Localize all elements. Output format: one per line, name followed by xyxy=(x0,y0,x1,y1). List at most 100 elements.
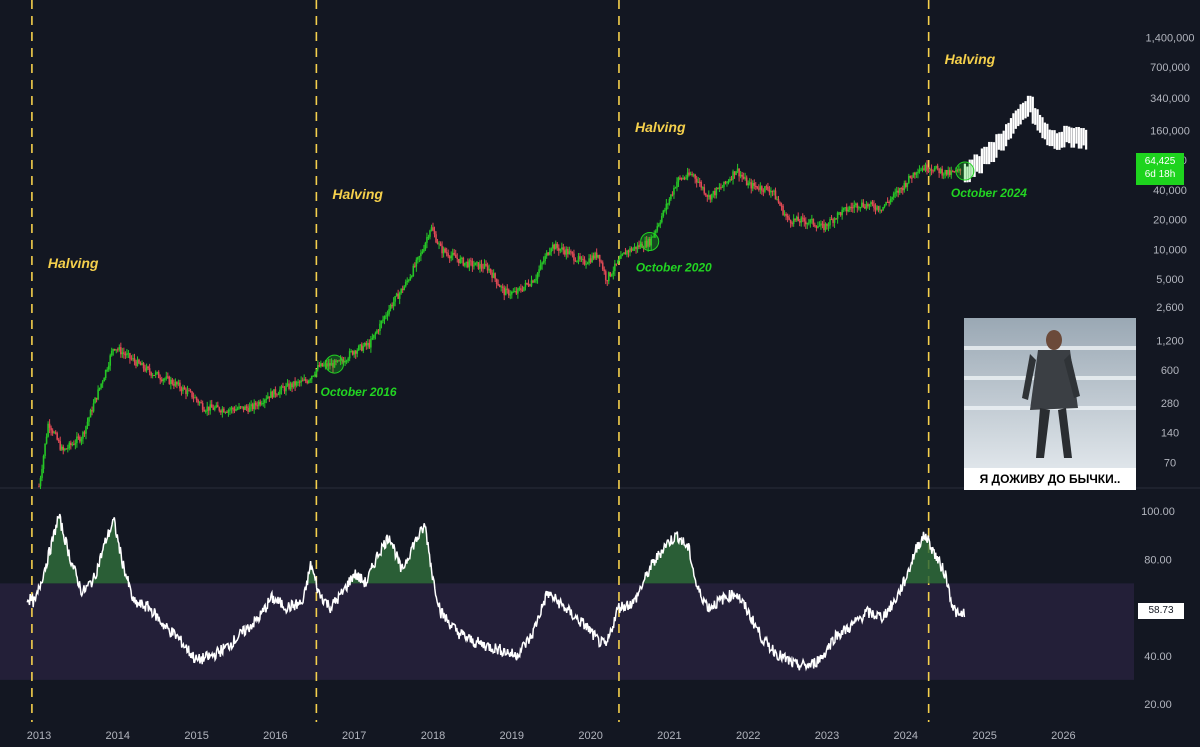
price-candle xyxy=(354,351,357,354)
price-tick-label: 340,000 xyxy=(1150,93,1190,105)
projection-candle xyxy=(992,142,996,163)
price-candle xyxy=(861,202,863,207)
price-candle xyxy=(583,259,586,265)
price-candle xyxy=(426,237,428,243)
price-candle xyxy=(259,401,262,405)
projection-candle xyxy=(1014,110,1017,129)
rsi-tick-label: 40.00 xyxy=(1144,651,1172,663)
projection-candle xyxy=(1000,133,1003,151)
price-candle xyxy=(726,181,728,184)
price-candle xyxy=(620,255,622,259)
projection-candle xyxy=(1072,128,1076,148)
price-candle xyxy=(98,387,101,390)
price-candle xyxy=(457,259,460,263)
price-candle xyxy=(917,172,919,174)
price-candle xyxy=(485,263,487,266)
price-candle xyxy=(148,368,151,373)
price-candle xyxy=(83,432,86,434)
price-candle xyxy=(889,199,892,203)
price-candle xyxy=(227,410,230,413)
price-candle xyxy=(529,285,531,287)
price-candle xyxy=(289,383,292,389)
price-candle xyxy=(718,187,721,189)
price-candle xyxy=(374,333,377,335)
price-candle xyxy=(636,245,639,250)
price-candle xyxy=(245,406,248,409)
price-candle xyxy=(803,218,806,222)
price-candle xyxy=(524,282,527,287)
price-candle xyxy=(180,388,183,392)
halving-label: Halving xyxy=(48,255,99,271)
price-candle xyxy=(676,181,678,188)
price-candle xyxy=(809,219,812,223)
price-candle xyxy=(101,381,104,384)
price-candle xyxy=(242,406,245,410)
price-candle xyxy=(480,264,483,268)
price-candle xyxy=(911,177,913,179)
price-candle xyxy=(765,186,768,188)
price-candle xyxy=(506,288,509,290)
price-candle xyxy=(486,265,489,271)
price-candle xyxy=(792,218,795,224)
price-candle xyxy=(95,397,98,400)
price-candle xyxy=(657,224,660,227)
price-candle xyxy=(238,406,240,409)
projection-candle xyxy=(1046,123,1049,146)
price-candle xyxy=(841,209,843,216)
price-candle xyxy=(92,403,95,412)
price-candle xyxy=(315,369,318,375)
price-candle xyxy=(460,257,463,259)
price-candle xyxy=(395,293,398,297)
price-candle xyxy=(453,252,456,255)
price-candle xyxy=(274,389,277,395)
price-candle xyxy=(795,216,798,220)
price-candle xyxy=(229,409,231,411)
price-candle xyxy=(867,204,869,207)
price-candle xyxy=(914,172,916,175)
price-candle xyxy=(627,250,630,253)
price-candle xyxy=(717,187,719,189)
price-candle xyxy=(403,286,406,291)
price-candle xyxy=(406,280,409,282)
price-candle xyxy=(670,194,672,200)
price-candle xyxy=(761,186,763,191)
price-candle xyxy=(288,383,290,389)
price-candle xyxy=(903,182,906,191)
price-candle xyxy=(788,217,790,220)
price-candle xyxy=(306,381,309,383)
price-candle xyxy=(688,172,690,175)
price-candle xyxy=(221,408,224,413)
price-candle xyxy=(694,174,696,179)
price-candle xyxy=(382,319,384,322)
projection-candle xyxy=(1007,122,1010,140)
price-candle xyxy=(124,353,127,356)
price-candle xyxy=(720,187,722,189)
price-candle xyxy=(659,222,662,225)
price-candle xyxy=(79,436,81,442)
price-candle xyxy=(577,256,580,261)
price-candle xyxy=(500,286,502,288)
price-candle xyxy=(653,232,656,237)
halving-label: Halving xyxy=(635,119,686,135)
price-candle xyxy=(48,423,51,428)
price-candle xyxy=(224,412,227,414)
price-candle xyxy=(186,390,189,395)
price-candle xyxy=(601,262,604,270)
price-candle xyxy=(773,190,775,192)
year-tick-label: 2017 xyxy=(342,730,366,742)
october-marker xyxy=(325,354,344,374)
price-candle xyxy=(91,410,93,412)
price-axis: 1,400,000700,000340,000160,00080,00040,0… xyxy=(1146,32,1195,469)
price-candle xyxy=(888,202,890,204)
price-candle xyxy=(97,389,99,400)
projection-candle xyxy=(997,133,1000,150)
price-candle xyxy=(879,209,881,211)
price-candle xyxy=(276,394,278,396)
price-candle xyxy=(668,199,671,204)
price-candle xyxy=(823,223,825,231)
price-candle xyxy=(698,181,701,183)
year-tick-label: 2014 xyxy=(106,730,130,742)
price-candle xyxy=(235,409,237,411)
price-candle xyxy=(518,288,521,290)
price-candle xyxy=(456,257,459,260)
